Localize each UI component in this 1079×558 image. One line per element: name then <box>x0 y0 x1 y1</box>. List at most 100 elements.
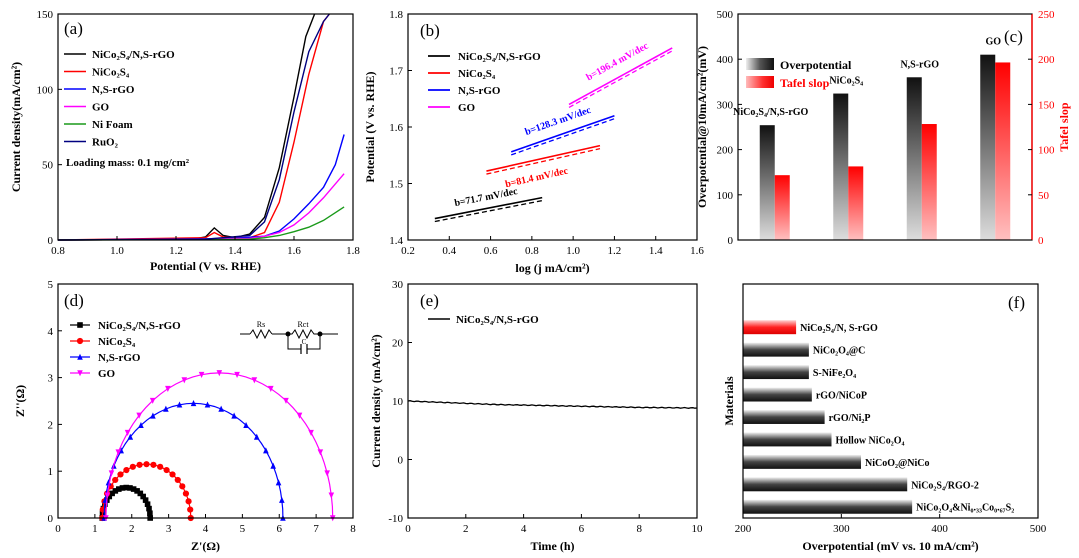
nyquist-point <box>179 483 186 490</box>
panel-a-frame <box>57 13 354 241</box>
tafel-slope-annotation: b=128.3 mV/dec <box>524 105 593 138</box>
nyquist-point <box>328 492 335 499</box>
panel-d-xtick-label: 1 <box>92 523 98 535</box>
nyquist-point <box>76 337 84 345</box>
material-label: NiCo₂S₄/N, S-rGO <box>800 323 878 334</box>
nyquist-point <box>204 401 211 408</box>
panel-b-xtick-label: 0.2 <box>401 245 415 257</box>
panel-e-xtick-label: 2 <box>463 523 469 535</box>
tafel-line <box>486 144 601 172</box>
panel-c-y2tick-label: 250 <box>1038 9 1055 21</box>
nyquist-point <box>137 490 144 497</box>
nyquist-point <box>169 471 176 478</box>
nyquist-point <box>251 377 258 384</box>
tafel-fit-line <box>568 50 673 108</box>
panel-c-y2tick-label: 0 <box>1038 235 1044 247</box>
panel-e-xtick-label: 6 <box>579 523 585 535</box>
panel-b-ytick-label: 1.8 <box>389 9 403 21</box>
series-line-a <box>57 134 345 241</box>
panel-e-xtick-label: 0 <box>405 523 411 535</box>
material-bar <box>743 342 809 357</box>
panel-e-ylabel: Current density (mA/cm²) <box>369 334 383 467</box>
panel-c-y2tick-label: 150 <box>1038 99 1055 111</box>
nyquist-point <box>129 463 136 470</box>
nyquist-point <box>127 485 133 491</box>
panel-c-y2tick-label: 200 <box>1038 54 1055 66</box>
nyquist-point <box>182 490 190 497</box>
nyquist-curve <box>103 402 284 519</box>
series-line-a <box>57 13 330 241</box>
panel-e-frame <box>407 283 698 519</box>
panel-a-ytick-label: 150 <box>37 9 54 21</box>
panel-e-xtick-label: 8 <box>636 523 642 535</box>
nyquist-point <box>136 412 142 419</box>
nyquist-point <box>142 497 149 503</box>
panel-d-ytick-label: 5 <box>48 279 54 291</box>
highlight-bar <box>743 320 797 335</box>
nyquist-point <box>123 484 130 491</box>
nyquist-point <box>181 377 188 384</box>
resistor-rs <box>249 328 273 340</box>
panel-e-ytick-label: -10 <box>388 513 403 525</box>
panel-d-xtick-label: 6 <box>277 523 283 535</box>
nyquist-point <box>104 492 111 499</box>
material-bar <box>743 432 832 447</box>
legend-label-c: Tafel slop <box>780 76 830 90</box>
panel-c-ytick-label: 500 <box>717 9 734 21</box>
tafel-fit-line <box>434 199 543 223</box>
nyquist-point <box>77 353 83 360</box>
panel-a-xtick-label: 1.8 <box>346 245 360 257</box>
nyquist-point <box>112 488 119 494</box>
overpotential-bar <box>980 54 996 241</box>
panel-c-ytick-label: 100 <box>717 190 734 202</box>
nyquist-point <box>270 462 276 469</box>
tafel-fit-line <box>510 118 615 156</box>
nyquist-point <box>115 449 122 456</box>
nyquist-point <box>138 421 144 429</box>
panel-e-xtick-label: 10 <box>692 523 704 535</box>
tafel-line <box>568 47 673 106</box>
panel-e-xlabel: Time (h) <box>530 539 574 553</box>
nyquist-point <box>108 470 115 477</box>
panel-d-xtick-label: 2 <box>129 523 135 535</box>
nyquist-point <box>105 479 112 486</box>
panel-d-ytick-label: 3 <box>48 373 54 385</box>
nyquist-curve <box>105 372 334 519</box>
legend-label-e: NiCo₂S₄/N,S-rGO <box>456 314 539 326</box>
nyquist-point <box>198 371 205 379</box>
panel-f-label: (f) <box>1008 293 1025 312</box>
panel-d-ylabel: Z''(Ω) <box>13 385 27 417</box>
panel-f-xtick-label: 400 <box>931 523 948 535</box>
legend-label-d: GO <box>98 368 116 380</box>
panel-c-ylabel: Overpotential@10mA/cm²(mV) <box>695 46 709 208</box>
panel-d-xtick-label: 7 <box>313 523 319 535</box>
nyquist-point <box>147 510 153 517</box>
tafel-line <box>434 196 543 220</box>
panel-b-xtick-label: 1.4 <box>649 245 663 257</box>
nyquist-point <box>296 412 303 419</box>
overpotential-bar <box>906 77 922 240</box>
panel-f-xtick-label: 300 <box>833 523 850 535</box>
panel-b-xtick-label: 0.8 <box>525 245 539 257</box>
panel-e-ytick-label: 30 <box>392 279 404 291</box>
legend-label-a: GO <box>92 102 110 114</box>
material-label: NiCo₂S₄/RGO-2 <box>911 480 979 491</box>
material-bar <box>743 387 812 402</box>
panel-f: NiCo₂S₄/N, S-rGO NiCo₂O₄@C S-NiFe₂O₄ rGO/Ni… <box>722 283 1047 553</box>
nyquist-point <box>116 486 122 492</box>
nyquist-point <box>77 370 83 377</box>
tafel-slope-annotation: b=81.4 mV/dec <box>504 165 569 190</box>
panel-d-xtick-label: 8 <box>350 523 356 535</box>
nyquist-point <box>190 400 197 407</box>
panel-b-xtick-label: 1.6 <box>690 245 704 257</box>
nyquist-point <box>165 385 171 393</box>
nyquist-point <box>176 401 183 408</box>
panel-d: 0 1 2 3 4 5 6 7 8 0 1 2 3 4 5 Z'(Ω) Z''(Ω) (d) NiCo₂S₄/N,S… <box>13 279 356 553</box>
panel-a-xtick-label: 1.0 <box>110 245 124 257</box>
tafel-line <box>510 114 615 153</box>
panel-b-xtick-label: 0.4 <box>442 245 456 257</box>
legend-label-b: NiCo₂S₄ <box>458 68 496 80</box>
nyquist-point <box>157 463 164 470</box>
